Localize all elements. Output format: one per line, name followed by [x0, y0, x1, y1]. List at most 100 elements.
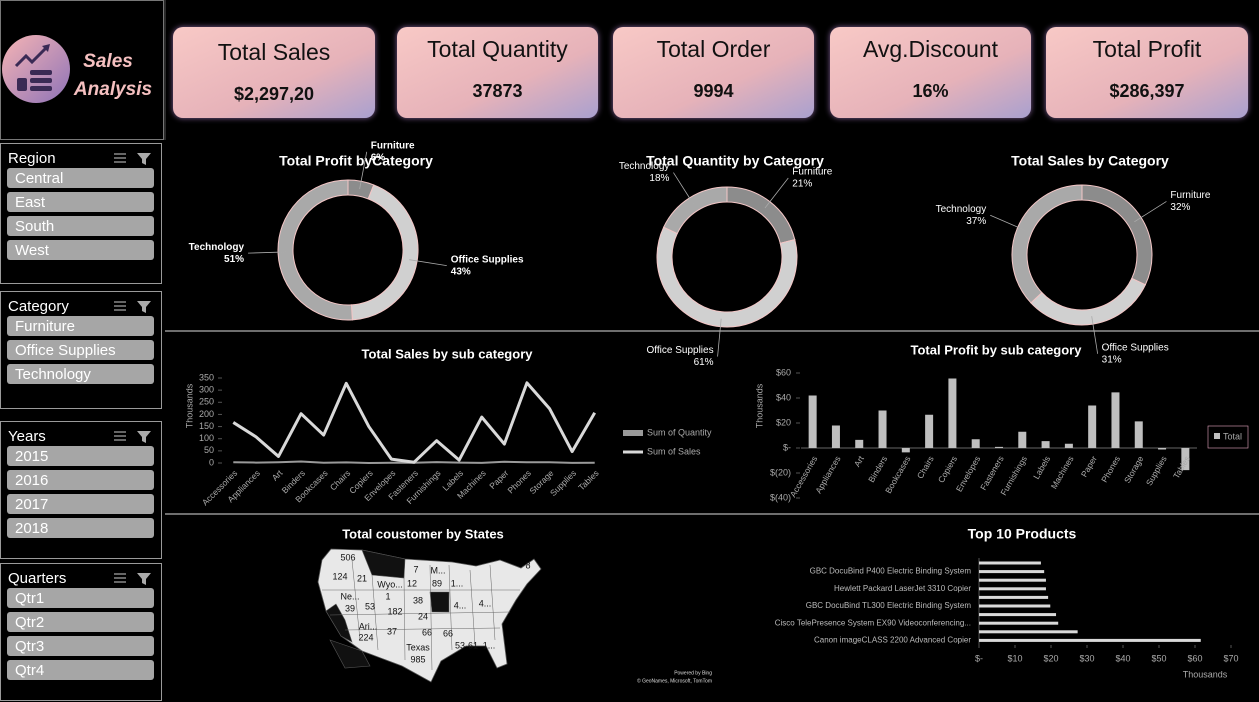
state-label: 38 [413, 595, 423, 605]
slice-label: Office Supplies [647, 345, 714, 356]
slicer-item[interactable] [7, 660, 154, 680]
donut-slice [662, 186, 728, 235]
x-tick-label: Storage [1122, 454, 1146, 485]
multi-select-button[interactable] [114, 301, 126, 311]
line-series [232, 381, 597, 464]
slicer-item[interactable] [7, 588, 154, 608]
x-tick-label: Phones [1099, 454, 1122, 484]
clear-filter-button[interactable] [137, 153, 151, 165]
state-label: 4... [479, 598, 492, 608]
slice-label: Office Supplies [451, 254, 524, 265]
kpi-value: 16% [912, 81, 948, 101]
slice-value-label: 51% [224, 254, 244, 265]
slicer-item-label: Furniture [15, 318, 75, 335]
kpi-card [830, 27, 1031, 118]
bar [995, 446, 1003, 448]
legend-label: Sum of Sales [647, 446, 701, 456]
x-tick-label: Copiers [936, 454, 959, 484]
clear-filter-button[interactable] [137, 431, 151, 443]
chart-title: Total Sales by sub category [362, 346, 534, 361]
donut-slice [1081, 184, 1153, 286]
x-tick-label: $40 [1115, 653, 1130, 663]
x-tick-label: $10 [1007, 653, 1022, 663]
slicer-item-label: Qtr3 [15, 638, 44, 655]
logo-icon [2, 35, 70, 103]
state-label: 24 [418, 611, 428, 621]
donut-slice [656, 226, 798, 328]
us-map: 506 124 21 7 M... 8 Wyo... 12 89 1... 1 38 Ne... 39 53… [317, 548, 542, 683]
slicer-item[interactable] [7, 446, 154, 466]
multi-select-button[interactable] [114, 431, 126, 441]
slice-label: Furniture [371, 140, 415, 151]
x-tick-label: Binders [866, 454, 889, 484]
clear-filter-button[interactable] [137, 573, 151, 585]
multi-select-button[interactable] [114, 153, 126, 163]
slicer-item[interactable] [7, 240, 154, 260]
slicer-item[interactable] [7, 494, 154, 514]
slicer-item[interactable] [7, 192, 154, 212]
slicer-item[interactable] [7, 364, 154, 384]
map-attribution: Powered by Bing [674, 670, 712, 676]
bar [878, 410, 887, 448]
state-label: 21 [357, 573, 367, 583]
leader-line [1091, 316, 1099, 354]
chart-title: Total Quantity by Category [646, 153, 824, 169]
bar [808, 395, 817, 448]
y-tick-label: Hewlett Packard LaserJet 3310 Copier [834, 584, 971, 593]
donut-slice [350, 184, 419, 321]
state-label: 124 [332, 571, 347, 581]
donut-slice [1030, 277, 1147, 326]
kpi-value: 37873 [472, 81, 522, 101]
x-tick-label: Labels [1031, 454, 1052, 481]
leader-line [717, 318, 722, 357]
multi-select-button[interactable] [114, 573, 126, 583]
y-tick-label: $(20) [770, 467, 791, 477]
y-tick-label: $40 [776, 392, 791, 402]
slicer-item[interactable] [7, 216, 154, 236]
slicer-item[interactable] [7, 340, 154, 360]
kpi-label: Total Sales [218, 39, 331, 65]
slicer-item-label: Office Supplies [15, 342, 116, 359]
x-tick-label: $70 [1223, 653, 1238, 663]
state-label: Ari... [359, 621, 378, 631]
bar [901, 448, 910, 453]
slice-label: Office Supplies [1102, 342, 1169, 353]
leader-line [990, 214, 1026, 231]
bar [979, 621, 1059, 625]
bar [979, 587, 1046, 591]
icon-funnel [137, 301, 151, 313]
slicer-item-label: Central [15, 170, 63, 187]
x-tick-label: Supplies [1144, 454, 1169, 487]
slicer-item[interactable] [7, 316, 154, 336]
y-tick-label: 50 [204, 445, 214, 455]
bar [1064, 443, 1073, 448]
state-label: 985 [410, 654, 425, 664]
slicer-item[interactable] [7, 636, 154, 656]
slicer-item-label: Qtr2 [15, 614, 44, 631]
slice-value-label: 61% [694, 357, 714, 368]
chart-title: Total Sales by Category [1011, 153, 1169, 169]
bar [1088, 405, 1097, 448]
slicer-item[interactable] [7, 470, 154, 490]
slicer-item[interactable] [7, 612, 154, 632]
slice-label: Technology [619, 161, 670, 172]
leader-line [764, 177, 789, 209]
slicer-item[interactable] [7, 168, 154, 188]
y-tick-label: $- [783, 442, 791, 452]
slicer-item[interactable] [7, 518, 154, 538]
slice-value-label: 31% [1102, 354, 1122, 365]
y-tick-label: GBC DocuBind TL300 Electric Binding Syst… [806, 601, 972, 610]
state-label: Ne... [340, 591, 359, 601]
leader-line [409, 259, 447, 267]
slicer-title: Years [8, 428, 46, 445]
state-label: 1... [483, 640, 496, 650]
brand-line: Sales [83, 51, 133, 72]
bar [979, 613, 1057, 617]
kpi-label: Avg.Discount [863, 36, 999, 62]
bar [971, 439, 980, 448]
slice-value-label: 21% [792, 179, 812, 190]
clear-filter-button[interactable] [137, 301, 151, 313]
kpi-label: Total Quantity [427, 36, 568, 62]
kpi-value: $286,397 [1109, 81, 1184, 101]
